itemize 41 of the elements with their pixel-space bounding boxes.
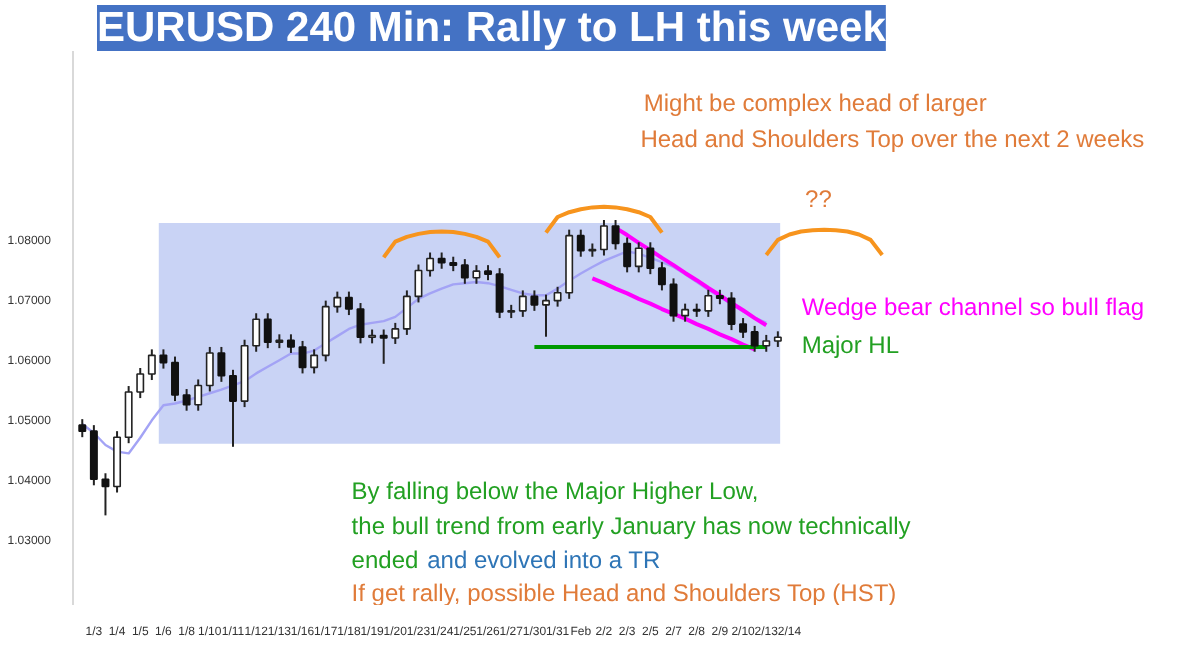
candlestick <box>286 333 295 354</box>
candlestick <box>391 321 400 345</box>
chart-title: EURUSD 240 Min: Rally to LH this week <box>97 5 887 51</box>
annotation: and evolved into a TR <box>427 545 661 574</box>
candlestick <box>681 302 690 323</box>
candlestick <box>704 288 713 318</box>
candlestick <box>518 289 527 318</box>
candlestick <box>194 378 203 412</box>
candlestick <box>426 251 435 278</box>
line-series <box>543 204 664 235</box>
candlestick <box>657 261 666 292</box>
candlestick <box>310 348 319 375</box>
annotation: Major HL <box>801 330 900 359</box>
annotation: Might be complex head of larger <box>643 89 987 118</box>
line-series <box>764 227 885 257</box>
annotation: Head and Shoulders Top over the next 2 weeks <box>640 124 1145 153</box>
candlestick <box>402 289 411 336</box>
candlestick <box>136 367 145 400</box>
candlestick <box>229 368 237 448</box>
candlestick <box>344 290 353 317</box>
candlestick <box>124 385 133 445</box>
line-series <box>590 276 757 352</box>
candlestick <box>739 317 748 339</box>
candlestick <box>634 241 643 274</box>
candlestick <box>205 345 214 393</box>
line-series <box>381 229 502 260</box>
annotation: the bull trend from early January has now technically <box>351 512 911 541</box>
annotation: If get rally, possible Head and Shoulders Top (HST) <box>351 578 897 607</box>
candlestick <box>542 293 550 338</box>
annotation: Wedge bear channel so bull flag <box>801 292 1145 321</box>
candlestick <box>553 285 562 308</box>
candlestick <box>414 263 423 304</box>
annotation: ?? <box>805 185 833 214</box>
candlestick <box>599 219 608 257</box>
candlestick <box>472 264 481 285</box>
annotation: By falling below the Major Higher Low, <box>351 477 759 506</box>
candlestick <box>78 418 87 439</box>
candlestick <box>147 348 156 382</box>
annotation: ended <box>351 545 419 574</box>
candlestick <box>171 355 180 403</box>
candlestick <box>252 312 261 353</box>
